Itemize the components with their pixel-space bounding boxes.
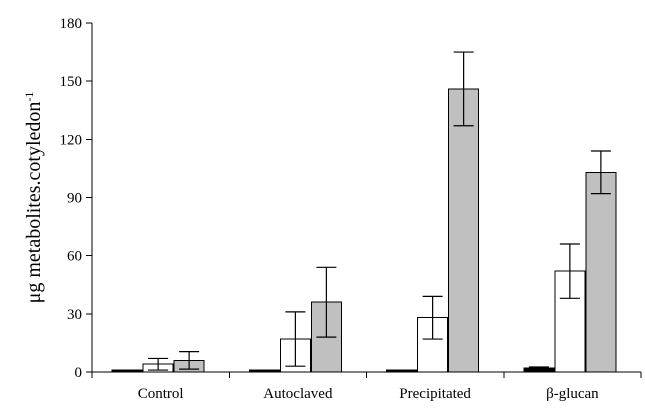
y-axis-label: μg metabolites.cotyledon-1 (22, 92, 45, 304)
x-category-label: Precipitated (399, 386, 471, 402)
error-bar-series-2-autoclaved (285, 311, 306, 367)
labels-layer: 0 30 60 90 120 150 180 Control Autoclaved Precipi… (60, 16, 600, 402)
y-tick-label: 90 (67, 191, 82, 207)
error-bar-series-3--glucan (590, 150, 611, 195)
y-axis-label-superscript: -1 (22, 92, 36, 102)
bars-layer (111, 88, 617, 373)
error-bars-layer (148, 51, 611, 371)
y-tick-label: 150 (60, 74, 83, 90)
y-tick-label: 0 (75, 365, 83, 381)
y-axis-label-text: μg metabolites.cotyledon (23, 102, 45, 304)
y-tick-label: 120 (60, 132, 83, 148)
error-bar-series-2--glucan (559, 243, 580, 299)
error-bar-series-1--glucan (528, 366, 549, 370)
error-bar-series-3-precipitated (453, 51, 474, 127)
y-tick-label: 180 (60, 16, 83, 32)
error-bar-series-3-control (179, 351, 200, 370)
y-tick-label: 30 (67, 307, 82, 323)
x-category-label: Control (138, 386, 184, 402)
bar-series-3--glucan (585, 171, 617, 373)
y-tick-label: 60 (67, 249, 82, 265)
error-bar-series-2-precipitated (422, 295, 443, 340)
bar-series-3-precipitated (448, 88, 480, 373)
axes-layer (86, 22, 642, 378)
x-category-label: β-glucan (546, 386, 599, 402)
error-bar-series-3-autoclaved (316, 266, 337, 338)
x-category-label: Autoclaved (263, 386, 333, 402)
error-bar-series-2-control (148, 357, 169, 371)
